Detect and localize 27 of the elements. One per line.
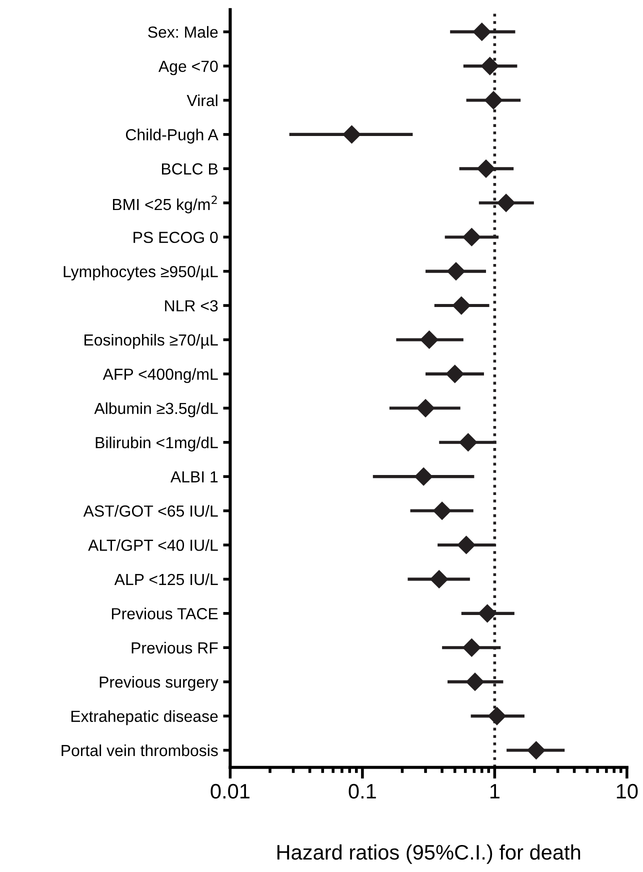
y-tick-label: ALT/GPT <40 IU/L (88, 539, 218, 551)
x-tick-label: 0.1 (348, 784, 376, 799)
y-tick-label: Sex: Male (148, 26, 218, 38)
y-tick-label: BMI <25 kg/m$^{2}$ (113, 196, 217, 214)
x-tick-label: 1 (490, 784, 500, 798)
x-axis-title: Hazard ratios (95%C.I.) for death (277, 844, 580, 864)
y-tick-label: Previous RF (132, 642, 218, 654)
y-tick-label: PS ECOG 0 (134, 232, 218, 244)
y-tick-label: Extrahepatic disease (71, 710, 218, 726)
y-tick-label: Previous TACE (112, 608, 218, 620)
y-tick-label: Child-Pugh A (126, 128, 218, 144)
y-tick-label: Albumin ≥3.5g/dL (94, 402, 218, 418)
y-tick-label: Lymphocytes ≥950/µL (64, 266, 218, 280)
y-tick-label: ALP <125 IU/L (114, 573, 218, 586)
y-tick-label: Bilirubin <1mg/dL (96, 436, 218, 452)
y-tick-label: Previous surgery (100, 676, 218, 691)
y-tick-label: ALBI 1 (170, 471, 218, 482)
y-tick-label: Portal vein thrombosis (62, 744, 218, 756)
y-tick-label: Eosinophils ≥70/µL (84, 334, 218, 349)
x-tick-label: 0.01 (210, 784, 250, 799)
x-tick-label: 10 (616, 784, 638, 799)
y-tick-label: BCLC B (162, 163, 218, 175)
y-tick-label: Age <70 (158, 60, 218, 76)
y-tick-label: AST/GOT <65 IU/L (83, 504, 218, 517)
y-tick-label: AFP <400ng/mL (102, 368, 218, 384)
y-tick-label: Viral (186, 94, 218, 106)
y-tick-label: NLR <3 (165, 300, 218, 312)
